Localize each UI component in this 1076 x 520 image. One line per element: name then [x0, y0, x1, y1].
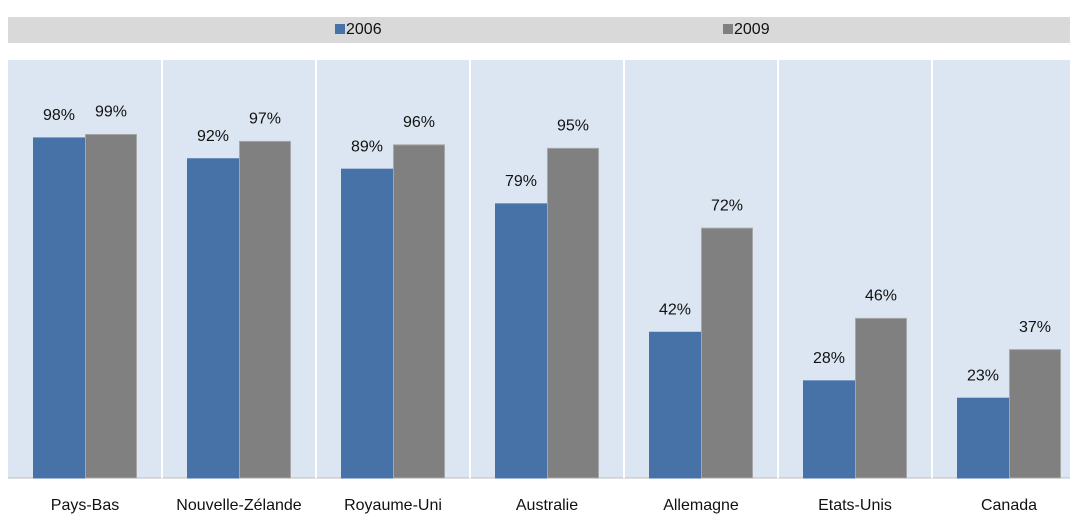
- bar: [495, 203, 547, 479]
- x-tick-label: Pays-Bas: [51, 497, 119, 514]
- legend-label: 2006: [346, 21, 382, 38]
- bar: [855, 317, 907, 479]
- bar: [239, 140, 291, 479]
- plot: [33, 60, 1061, 479]
- bar: [649, 331, 701, 479]
- bar: [803, 380, 855, 479]
- bar: [33, 137, 85, 479]
- bar: [701, 227, 753, 479]
- data-label: 37%: [1019, 319, 1051, 336]
- data-label: 98%: [43, 107, 75, 124]
- x-tick-label: Australie: [516, 497, 578, 514]
- data-label: 23%: [967, 367, 999, 384]
- data-label: 28%: [813, 350, 845, 367]
- bar: [341, 168, 393, 479]
- bar: [393, 144, 445, 479]
- data-label: 97%: [249, 111, 281, 128]
- x-tick-label: Royaume-Uni: [344, 497, 442, 514]
- data-label: 46%: [865, 288, 897, 305]
- bar: [1009, 349, 1061, 479]
- bar: [957, 397, 1009, 479]
- bar: [85, 133, 137, 479]
- data-label: 89%: [351, 138, 383, 155]
- bar: [187, 158, 239, 479]
- data-label: 72%: [711, 197, 743, 214]
- legend-swatch: [335, 24, 345, 34]
- data-label: 42%: [659, 301, 691, 318]
- data-label: 96%: [403, 114, 435, 131]
- data-label: 99%: [95, 104, 127, 121]
- x-tick-label: Allemagne: [663, 497, 739, 514]
- legend-swatch: [723, 24, 733, 34]
- x-tick-label: Canada: [981, 497, 1037, 514]
- data-label: 79%: [505, 173, 537, 190]
- x-tick-label: Nouvelle-Zélande: [176, 497, 302, 514]
- data-label: 95%: [557, 118, 589, 135]
- legend-label: 2009: [734, 21, 770, 38]
- x-tick-label: Etats-Unis: [818, 497, 892, 514]
- data-label: 92%: [197, 128, 229, 145]
- bar: [547, 147, 599, 479]
- legend-background: [8, 17, 1070, 43]
